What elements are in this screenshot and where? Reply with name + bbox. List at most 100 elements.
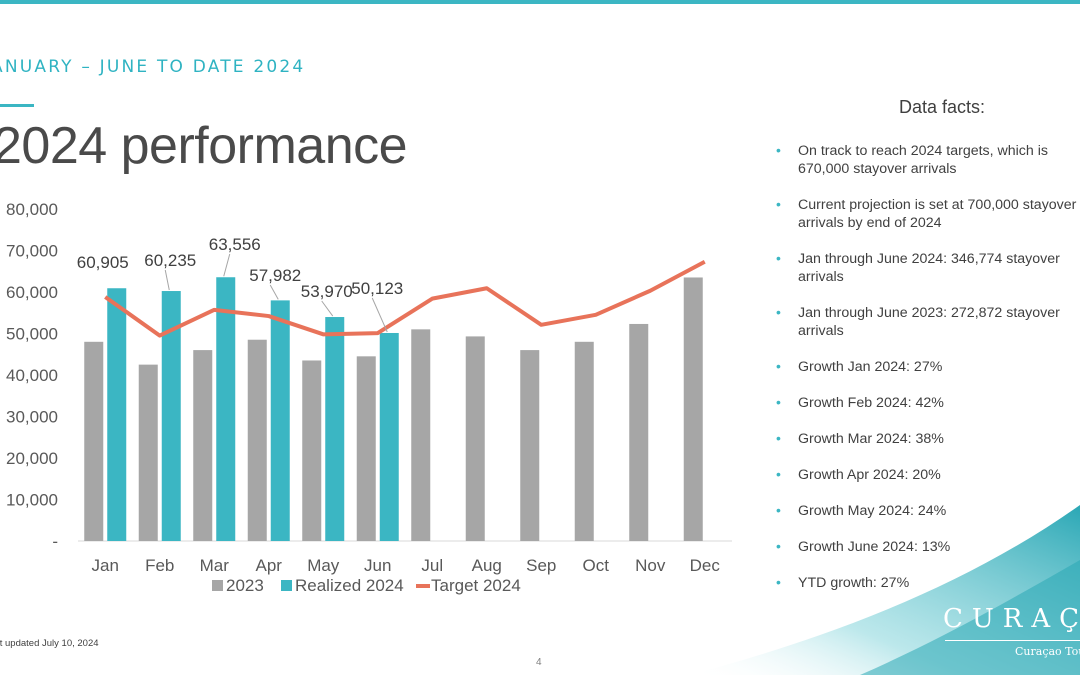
x-tick-label: Mar <box>200 556 230 575</box>
fact-item: • Growth Apr 2024: 20% <box>776 466 1080 484</box>
bar-2023 <box>193 350 213 541</box>
fact-item: • Growth Jan 2024: 27% <box>776 358 1080 376</box>
y-tick-label: 10,000 <box>6 491 58 510</box>
fact-text: Current projection is set at 700,000 sta… <box>798 197 1077 231</box>
top-accent-bar <box>0 0 1080 4</box>
bar-2023 <box>138 364 158 541</box>
fact-item: • Growth Mar 2024: 38% <box>776 430 1080 448</box>
y-tick-label: 30,000 <box>6 408 58 427</box>
data-label-leader <box>321 300 334 317</box>
bar-2023 <box>520 350 540 541</box>
bullet-icon: • <box>776 304 781 320</box>
target-2024-line <box>104 259 706 338</box>
fact-item: • Current projection is set at 700,000 st… <box>776 196 1080 232</box>
page-title: 2024 performance <box>0 117 408 175</box>
bullet-icon: • <box>776 430 781 446</box>
fact-text: Growth Apr 2024: 20% <box>798 467 941 483</box>
bar-2023 <box>356 356 376 541</box>
bar-2023 <box>683 277 703 541</box>
bar-realized-2024 <box>379 332 399 541</box>
performance-chart: - 10,000 20,000 30,000 40,000 50,000 60,000 70,… <box>6 200 732 595</box>
x-tick-label: Jul <box>421 556 443 575</box>
bullet-icon: • <box>776 466 781 482</box>
legend-swatch-2023 <box>212 580 223 591</box>
bar-realized-2024 <box>325 317 345 541</box>
bullet-icon: • <box>776 142 781 158</box>
data-label-leader <box>269 284 279 300</box>
bullet-icon: • <box>776 538 781 554</box>
y-tick-label: 60,000 <box>6 283 58 302</box>
data-label-leader <box>164 269 170 291</box>
x-tick-label: Dec <box>690 556 721 575</box>
data-label-realized: 60,905 <box>77 253 129 272</box>
data-label-realized: 50,123 <box>351 279 403 298</box>
bullet-icon: • <box>776 250 781 266</box>
data-label-realized: 60,235 <box>144 251 196 270</box>
legend-label-realized: Realized 2024 <box>295 576 404 595</box>
brand-subtitle: Curaçao Touri <box>1015 645 1080 658</box>
bar-realized-2024 <box>107 288 127 541</box>
y-tick-label: 20,000 <box>6 449 58 468</box>
y-tick-label: 50,000 <box>6 325 58 344</box>
bar-2023 <box>84 341 104 541</box>
fact-text: YTD growth: 27% <box>798 575 910 591</box>
facts-heading: Data facts: <box>899 97 986 117</box>
fact-text: Growth Feb 2024: 42% <box>798 395 944 411</box>
brand-logo-text: CURAÇA <box>943 604 1080 634</box>
fact-text: Jan through June 2024: 346,774 stayover … <box>798 251 1060 285</box>
bar-2023 <box>574 341 594 541</box>
page-number: 4 <box>536 657 542 668</box>
data-label-realized: 57,982 <box>249 266 301 285</box>
data-label-leader <box>223 253 231 277</box>
bar-2023 <box>465 336 485 541</box>
fact-item: • YTD growth: 27% <box>776 574 1080 592</box>
x-tick-label: Aug <box>472 556 502 575</box>
bullet-icon: • <box>776 394 781 410</box>
fact-item: • Growth June 2024: 13% <box>776 538 1080 556</box>
x-tick-label: Oct <box>583 556 610 575</box>
bullet-icon: • <box>776 502 781 518</box>
y-tick-label: 80,000 <box>6 200 58 219</box>
bar-2023 <box>629 323 649 541</box>
fact-text: On track to reach 2024 targets, which is… <box>798 143 1048 177</box>
x-tick-label: Nov <box>635 556 666 575</box>
bar-realized-2024 <box>216 277 236 541</box>
legend-swatch-realized <box>281 580 292 591</box>
data-label-realized: 53,970 <box>301 282 353 301</box>
x-tick-label: Jun <box>364 556 391 575</box>
bar-2023 <box>302 360 322 541</box>
footnote: st updated July 10, 2024 <box>0 638 99 649</box>
bar-2023 <box>247 339 267 541</box>
fact-item: • Growth Feb 2024: 42% <box>776 394 1080 412</box>
bar-realized-2024 <box>270 300 290 541</box>
bar-realized-2024 <box>161 291 181 541</box>
fact-item: • Jan through June 2023: 272,872 stayover… <box>776 304 1080 340</box>
fact-text: Jan through June 2023: 272,872 stayover … <box>798 305 1060 339</box>
slide-subtitle: ANUARY – JUNE TO DATE 2024 <box>0 57 306 77</box>
y-tick-label: - <box>52 532 58 551</box>
y-tick-label: 40,000 <box>6 366 58 385</box>
data-label-realized: 63,556 <box>209 235 261 254</box>
fact-item: • Jan through June 2024: 346,774 stayover… <box>776 250 1080 286</box>
fact-text: Growth June 2024: 13% <box>798 539 951 555</box>
title-accent-line <box>0 104 34 107</box>
data-label-leader <box>371 297 388 333</box>
x-tick-label: Jan <box>92 556 119 575</box>
x-tick-label: Feb <box>145 556 174 575</box>
brand-divider <box>945 640 1080 641</box>
fact-item: • Growth May 2024: 24% <box>776 502 1080 520</box>
bullet-icon: • <box>776 574 781 590</box>
fact-text: Growth Mar 2024: 38% <box>798 431 944 447</box>
bullet-icon: • <box>776 358 781 374</box>
y-tick-label: 70,000 <box>6 242 58 261</box>
legend-label-target: Target 2024 <box>431 576 521 595</box>
legend-label-2023: 2023 <box>226 576 264 595</box>
bar-2023 <box>411 329 431 541</box>
bullet-icon: • <box>776 196 781 212</box>
x-tick-label: May <box>307 556 340 575</box>
fact-text: Growth May 2024: 24% <box>798 503 947 519</box>
x-tick-label: Apr <box>256 556 283 575</box>
fact-item: • On track to reach 2024 targets, which i… <box>776 142 1080 178</box>
fact-text: Growth Jan 2024: 27% <box>798 359 943 375</box>
x-tick-label: Sep <box>526 556 556 575</box>
